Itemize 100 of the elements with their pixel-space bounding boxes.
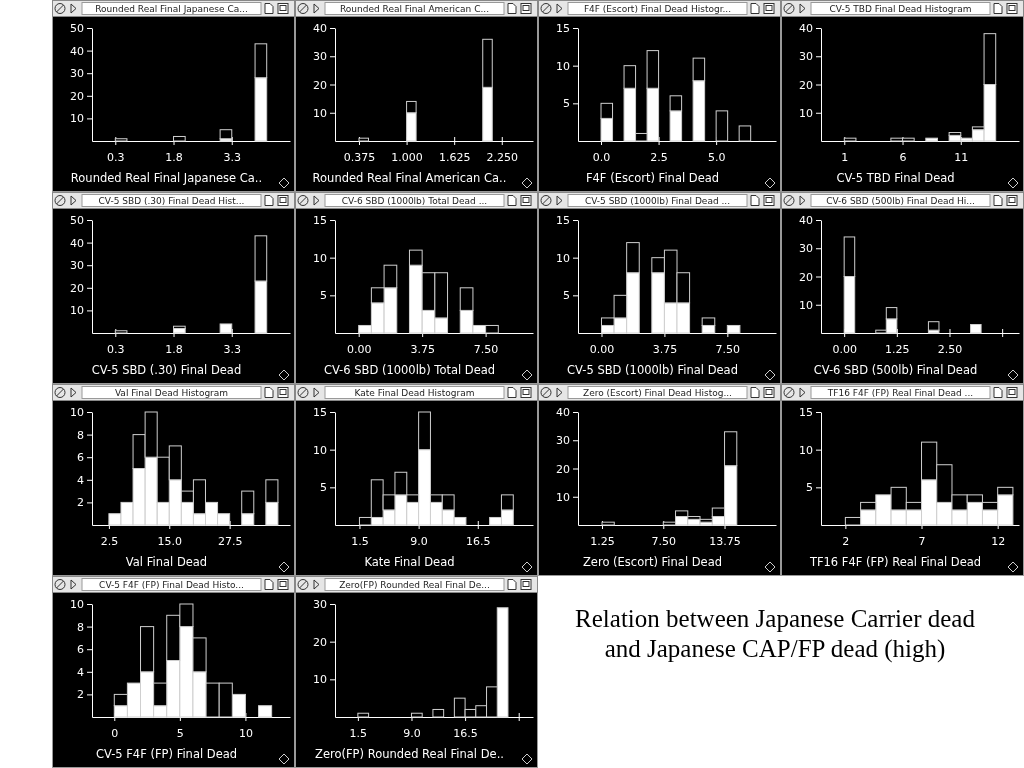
chart-title: CV-6 SBD (1000lb) Total Dead ... [341,196,488,206]
y-tick-label: 10 [799,443,813,457]
y-tick-label: 15 [313,214,327,228]
x-axis-title: CV-6 SBD (500lb) Final Dead [813,363,978,377]
x-axis-title: F4F (Escort) Final Dead [585,171,720,185]
bar [114,138,128,142]
y-tick-label: 10 [799,298,813,312]
y-tick-label: 10 [313,443,327,457]
x-tick-label: 2.5 [100,535,119,549]
x-tick-label: 7.50 [715,343,741,357]
bar [358,137,370,142]
x-axis-title: CV-5 SBD (.30) Final Dead [91,363,242,377]
y-tick-label: 40 [799,214,813,228]
x-tick-label: 1.25 [590,535,615,549]
x-tick-label: 1.5 [349,727,368,741]
y-tick-label: 20 [313,78,327,92]
y-tick-label: 6 [77,451,84,465]
x-tick-label: 1.8 [165,151,183,165]
y-tick-label: 40 [70,236,84,250]
y-tick-label: 5 [563,289,570,303]
x-tick-label: 11 [954,151,969,165]
x-tick-label: 3.3 [223,343,242,357]
y-tick-label: 50 [70,22,84,36]
x-tick-label: 3.3 [223,151,242,165]
x-tick-label: 7.50 [651,535,677,549]
y-tick-label: 15 [313,406,327,420]
text: Relation between Japanese Carrier dead and Japanese CAP/FP dead (high) [574,604,976,664]
x-tick-label: 12 [991,535,1006,549]
y-tick-label: 10 [313,673,327,687]
y-tick-label: 30 [313,598,327,612]
y-tick-label: 10 [799,106,813,120]
x-axis-title: Rounded Real Final Japanese Ca.. [70,171,263,185]
x-axis-title: Kate Final Dead [364,555,455,569]
y-tick-label: 30 [799,50,813,64]
x-tick-label: 0.00 [589,343,615,357]
y-tick-label: 20 [313,635,327,649]
x-axis-title: Zero (Escort) Final Dead [582,555,723,569]
bar [927,321,940,331]
x-tick-label: 1.25 [885,343,910,357]
x-tick-label: 0.0 [592,151,611,165]
x-axis-title: CV-5 TBD Final Dead [836,171,955,185]
bar [357,712,370,718]
y-tick-label: 15 [556,22,570,36]
y-tick-label: 40 [70,44,84,58]
chart-title: TF16 F4F (FP) Real Final Dead ... [826,388,974,398]
chart-title: CV-6 SBD (500lb) Final Dead Hi... [826,196,975,206]
y-tick-label: 10 [70,112,84,126]
x-tick-label: 5 [176,727,184,741]
y-tick-label: 50 [70,214,84,228]
y-tick-label: 20 [70,89,84,103]
y-tick-label: 15 [799,406,813,420]
chart-title: Rounded Real Final Japanese Ca... [95,4,248,14]
y-tick-label: 10 [70,304,84,318]
chart-title: CV-5 TBD Final Dead Histogram [829,4,972,14]
y-tick-label: 10 [313,106,327,120]
x-tick-label: 2.5 [650,151,668,165]
y-tick-label: 30 [313,50,327,64]
x-tick-label: 1.625 [438,151,471,165]
y-tick-label: 5 [320,481,327,495]
y-tick-label: 10 [70,598,84,612]
x-tick-label: 6 [899,151,907,165]
y-tick-label: 10 [556,490,570,504]
x-axis-title: Rounded Real Final American Ca.. [312,171,507,185]
x-tick-label: 9.0 [410,535,428,549]
x-tick-label: 2 [842,535,850,549]
y-tick-label: 10 [556,251,570,265]
y-tick-label: 40 [799,22,813,36]
bar [219,129,233,140]
x-tick-label: 15.0 [157,535,183,549]
y-tick-label: 8 [77,428,84,442]
x-tick-label: 27.5 [217,535,243,549]
x-tick-label: 1.000 [391,151,423,165]
y-tick-label: 30 [556,434,570,448]
x-tick-label: 9.0 [403,727,421,741]
x-tick-label: 0.00 [346,343,372,357]
y-tick-label: 20 [70,281,84,295]
x-tick-label: 7.50 [473,343,499,357]
chart-title: CV-5 SBD (.30) Final Dead Hist... [98,196,245,206]
x-tick-label: 3.75 [652,343,678,357]
y-tick-label: 40 [313,22,327,36]
x-axis-title: CV-5 F4F (FP) Final Dead [95,747,238,761]
y-tick-label: 8 [77,620,84,634]
y-tick-label: 5 [320,289,327,303]
x-tick-label: 7 [918,535,926,549]
y-tick-label: 20 [799,270,813,284]
y-tick-label: 15 [556,214,570,228]
y-tick-label: 20 [556,462,570,476]
x-tick-label: 1 [841,151,849,165]
y-tick-label: 10 [70,406,84,420]
bar [843,137,857,142]
y-tick-label: 30 [799,242,813,256]
x-axis-title: CV-6 SBD (1000lb) Total Dead [323,363,496,377]
chart-title: Kate Final Dead Histogram [354,388,475,398]
x-tick-label: 5.0 [707,151,726,165]
y-tick-label: 2 [77,688,84,702]
bar [715,110,729,142]
y-tick-label: 5 [563,97,570,111]
y-tick-label: 6 [77,643,84,657]
y-tick-label: 4 [77,473,84,487]
bar [432,708,445,718]
